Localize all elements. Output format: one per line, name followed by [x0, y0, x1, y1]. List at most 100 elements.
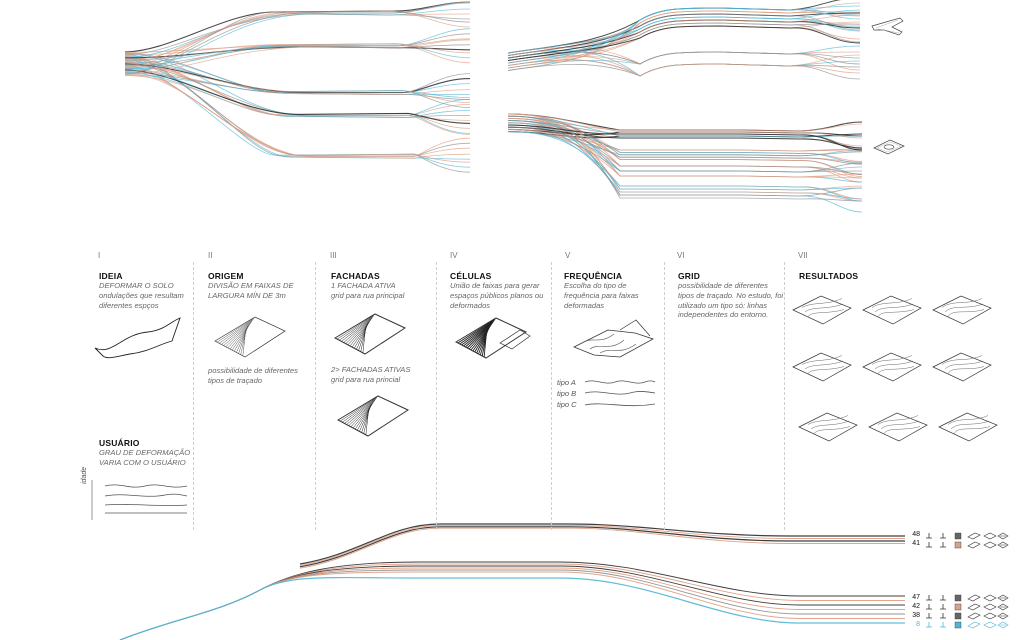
slab-mini-icon [983, 603, 997, 611]
slab-line [346, 399, 376, 425]
step-title: FREQUÊNCIA [564, 271, 623, 281]
step-title: IDEIA [99, 271, 123, 281]
result-sketch [868, 412, 928, 442]
user-flow-line [119, 567, 905, 640]
step-desc: possibilidade de diferentes tipos de tra… [678, 281, 784, 320]
flow-line [507, 2, 861, 69]
square-swatch-icon [954, 541, 962, 549]
result-sketch [807, 309, 845, 317]
slab-line [345, 318, 372, 344]
result-sketch [874, 303, 914, 313]
person-icon [940, 622, 946, 628]
result-sketch [947, 366, 985, 374]
result-sketch [880, 420, 920, 430]
flow-line [507, 59, 861, 80]
user-flow-line [119, 565, 905, 640]
flow-line [124, 74, 471, 98]
slab-line [362, 326, 366, 353]
step-number-5: V [565, 251, 571, 260]
frequency-type-lines [584, 380, 656, 407]
flow-line [124, 13, 471, 56]
step-grid: GRID possibilidade de diferentes tipos d… [678, 271, 784, 320]
step-number-2: II [208, 251, 213, 260]
result-sketch [950, 420, 990, 430]
flow-line [124, 10, 471, 69]
user-flow-line [299, 524, 905, 566]
slab-mini-icon [983, 541, 997, 549]
fachada-two-sketch [336, 395, 410, 437]
result-sketch [810, 420, 850, 430]
step-title: GRID [678, 271, 701, 281]
user-flow-line [299, 527, 905, 569]
flow-line [507, 16, 861, 54]
slab-line [214, 316, 286, 358]
results-grid-sketches [792, 295, 998, 442]
row-number: 8 [916, 621, 920, 628]
slab-line [465, 322, 494, 348]
slab-line [457, 318, 496, 344]
diamond-icon [997, 532, 1009, 540]
result-sketch [932, 295, 992, 325]
result-sketch [877, 415, 919, 425]
step-title: RESULTADOS [799, 271, 859, 281]
slab-mini-icon [983, 594, 997, 602]
flow-line [124, 1, 471, 75]
slab-mini-icon [967, 621, 981, 629]
column-divider [436, 262, 437, 530]
row-number: 48 [912, 531, 920, 538]
slab-mini-icon [967, 603, 981, 611]
flow-line [507, 120, 863, 175]
step-number-3: III [330, 251, 337, 260]
slab-line [227, 322, 251, 349]
result-sketch [801, 355, 843, 365]
person-icon [926, 533, 932, 539]
flow-line [507, 131, 863, 202]
step-celulas: CÉLULAS União de faixas para gerar espaç… [450, 271, 550, 310]
result-sketch [813, 426, 851, 434]
age-axis-label: idade [81, 466, 88, 484]
result-sketch [947, 309, 985, 317]
column-divider [664, 262, 665, 530]
person-icon [940, 604, 946, 610]
result-sketch [792, 295, 852, 325]
slab-line [483, 331, 488, 358]
result-sketch [938, 412, 998, 442]
flow-line [507, 63, 861, 77]
result-sketch [804, 360, 844, 370]
result-sketch [874, 360, 914, 370]
flow-line [507, 128, 863, 200]
result-sketch [944, 360, 984, 370]
step-frequencia: FREQUÊNCIA Escolha do tipo de frequência… [564, 271, 659, 310]
user-flow-line [299, 526, 905, 568]
flow-bundle-right-top [507, 0, 861, 80]
result-sketch [944, 303, 984, 313]
flow-line [124, 13, 471, 64]
result-sketch [792, 352, 852, 382]
person-icon [926, 542, 932, 548]
person-icon [926, 604, 932, 610]
result-sketch [877, 309, 915, 317]
user-deformation-lines [91, 480, 188, 520]
column-divider [193, 262, 194, 530]
flow-line [124, 8, 471, 72]
slab-shape-icon [873, 139, 905, 155]
slab-line [459, 319, 496, 345]
flow-line [124, 70, 471, 157]
step-desc: 1 FACHADA ATIVA [331, 281, 396, 290]
slab-line [337, 314, 375, 340]
flow-line [507, 126, 863, 165]
step-number-1: I [98, 251, 101, 260]
square-swatch-icon [954, 594, 962, 602]
flow-line [124, 75, 471, 135]
step-desc: União de faixas para gerar espaços públi… [450, 281, 544, 310]
slab-line [365, 408, 369, 435]
flow-line [507, 25, 861, 61]
flow-line [124, 71, 471, 93]
flow-line [124, 43, 471, 73]
flow-line [507, 115, 863, 202]
person-icon [940, 613, 946, 619]
step-number-4: IV [450, 251, 458, 260]
slab-mini-icon [967, 594, 981, 602]
step-origem: ORIGEM DIVISÃO EM FAIXAS DE LARGURA MÍN … [208, 271, 308, 301]
